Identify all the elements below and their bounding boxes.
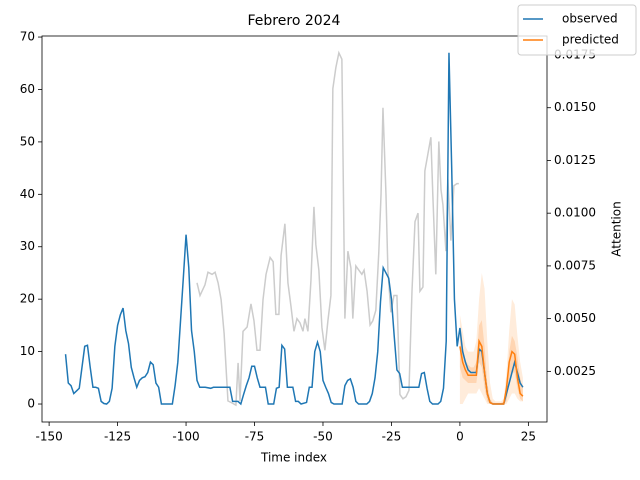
x-tick-label: 25 bbox=[521, 430, 536, 444]
series-line bbox=[64, 52, 524, 406]
y2-tick-label: 0.0075 bbox=[554, 258, 596, 272]
y2-tick-label: 0.0025 bbox=[554, 364, 596, 378]
x-tick-label: -25 bbox=[382, 430, 402, 444]
y-tick-label: 50 bbox=[20, 134, 35, 148]
x-tick-label: -75 bbox=[245, 430, 265, 444]
legend-box bbox=[517, 4, 637, 56]
x-tick-label: -100 bbox=[172, 430, 199, 444]
legend-label: observed bbox=[562, 12, 618, 26]
y-tick-label: 70 bbox=[20, 30, 35, 44]
x-tick-label: -150 bbox=[36, 430, 63, 444]
attention-line bbox=[196, 50, 459, 407]
y-tick-label: 40 bbox=[20, 187, 35, 201]
y2-tick-label: 0.0050 bbox=[554, 311, 596, 325]
x-tick-label: -125 bbox=[104, 430, 131, 444]
y2-tick-label: 0.0150 bbox=[554, 100, 596, 114]
x-tick-label: 0 bbox=[456, 430, 464, 444]
series-line bbox=[459, 338, 524, 405]
y-tick-label: 0 bbox=[27, 397, 35, 411]
y-tick-label: 10 bbox=[20, 344, 35, 358]
y2-tick-label: 0.0125 bbox=[554, 153, 596, 167]
x-tick-label: -50 bbox=[313, 430, 333, 444]
prediction-band bbox=[459, 272, 523, 405]
x-axis-label: Time index bbox=[260, 451, 327, 465]
y-tick-label: 20 bbox=[20, 292, 35, 306]
chart-title: Febrero 2024 bbox=[248, 13, 341, 29]
y-tick-label: 30 bbox=[20, 239, 35, 253]
plot-frame bbox=[41, 35, 548, 423]
y2-axis-label: Attention bbox=[610, 201, 624, 256]
y2-tick-label: 0.0100 bbox=[554, 206, 596, 220]
legend-label: predicted bbox=[562, 33, 619, 47]
y-tick-label: 60 bbox=[20, 82, 35, 96]
